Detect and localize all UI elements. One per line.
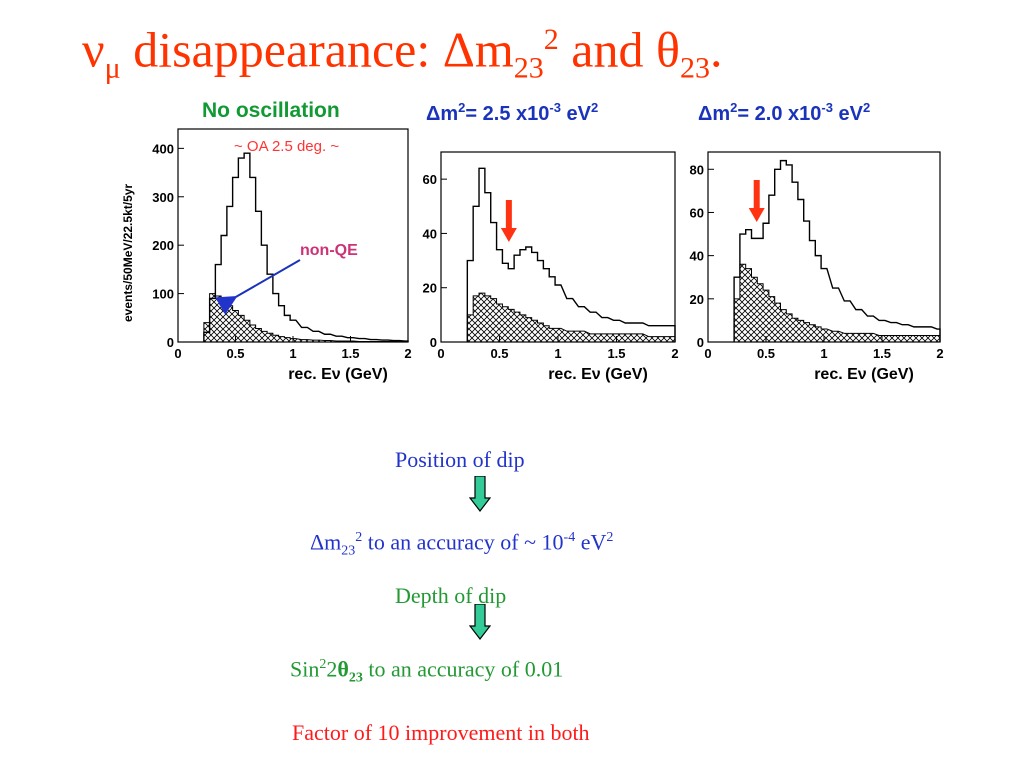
non-qe-label: non-QE [300,242,358,259]
y-tick-label: 100 [152,287,174,302]
title-sub1: 23 [513,51,544,85]
title-mu: μ [104,51,121,85]
title-nu: ν [82,21,105,78]
total-histogram [733,159,941,342]
x-tick-label: 1.5 [873,346,891,361]
dip-arrow-icon [500,200,517,242]
title-sup: 2 [543,23,559,56]
y-tick-label: 40 [690,249,704,264]
x-tick-label: 1.5 [341,346,359,361]
y-tick-label: 0 [167,335,174,350]
dm-sup: 2 [355,530,363,545]
x-tick-label: 2 [404,346,411,361]
depth-of-dip-label: Depth of dip [395,583,507,608]
x-tick-label: 1.5 [607,346,625,361]
dip-arrow-icon [748,180,765,222]
x-axis-label: rec. Eν (GeV) [548,366,648,383]
sin-accuracy-label: Sin22θ23 to an accuracy of 0.01 [290,652,563,692]
factor-improvement-label: Factor of 10 improvement in both [292,720,590,745]
panel-title: No oscillation [202,99,340,122]
x-tick-label: 0.5 [490,346,508,361]
y-tick-label: 20 [690,292,704,307]
non-qe-histogram [203,293,408,343]
y-tick-label: 400 [152,141,174,156]
dm-accuracy-label: Δm232 to an accuracy of ~ 10-4 eV2 [310,525,613,565]
y-tick-label: 0 [430,335,437,350]
slide-title: νμ disappearance: Δm232 and θ23. [82,10,722,99]
dm-sub: 23 [341,543,356,559]
sin-theta: θ [337,656,349,682]
y-tick-label: 200 [152,238,174,253]
title-sub2: 23 [679,51,710,85]
y-tick-label: 60 [423,172,437,187]
total-histogram [466,167,676,342]
panel-title: Δm2= 2.5 x10-3 eV2 [426,100,598,125]
dm-unit: eV [575,529,607,555]
panel-2: 0 20 40 60 0 0.5 1 1.5 2 rec. Eν (GeV) Δm2= 2.5 x1… [423,100,679,383]
x-tick-label: 2 [936,346,943,361]
x-tick-label: 0.5 [226,346,244,361]
total-histogram [203,152,409,342]
position-of-dip-label: Position of dip [395,447,525,472]
non-qe-histogram [466,292,676,343]
panel-3: 0 20 40 60 80 0 0.5 1 1.5 2 rec. Eν (GeV) Δm2= 2.0 … [690,100,944,383]
y-tick-label: 80 [690,162,704,177]
x-tick-label: 0 [704,346,711,361]
sin-two: 2 [326,656,338,682]
x-tick-label: 1 [289,346,296,361]
sin-sup: 2 [319,657,327,672]
down-arrow-icon [469,604,491,640]
panel-title: Δm2= 2.0 x10-3 eV2 [698,100,870,125]
histogram-panels: 0 100 200 300 400 0 0.5 1 1.5 2 rec. Eν (GeV) No os… [118,92,948,384]
non-qe-histogram [733,263,941,343]
y-axis-label: events/50MeV/22.5kt/5yr [121,184,135,322]
sin-text: to an accuracy of 0.01 [362,656,564,682]
oa-annotation: ~ OA 2.5 deg. ~ [234,138,339,155]
x-axis-label: rec. Eν (GeV) [814,366,914,383]
x-tick-label: 0.5 [757,346,775,361]
y-tick-label: 40 [423,226,437,241]
y-tick-label: 60 [690,205,704,220]
x-tick-label: 0 [437,346,444,361]
sin-sub: 23 [348,670,363,686]
dm-unit-sup: 2 [606,530,614,545]
panel-1: 0 100 200 300 400 0 0.5 1 1.5 2 rec. Eν (GeV) No os… [121,99,412,383]
title-and: and θ [558,21,680,78]
sin-prefix: Sin [290,656,320,682]
y-tick-label: 300 [152,190,174,205]
down-arrow-icon [469,476,491,512]
x-tick-label: 1 [820,346,827,361]
dm-text: to an accuracy of ~ 10 [362,529,564,555]
x-tick-label: 0 [174,346,181,361]
dm-exp: -4 [563,530,576,545]
non-qe-pointer-arrow [215,259,301,315]
x-tick-label: 1 [554,346,561,361]
y-tick-label: 0 [697,335,704,350]
title-text: disappearance: Δm [120,21,514,78]
title-end: . [709,21,723,78]
dm-prefix: Δm [310,529,342,555]
x-tick-label: 2 [671,346,678,361]
x-axis-label: rec. Eν (GeV) [288,366,388,383]
y-tick-label: 20 [423,281,437,296]
